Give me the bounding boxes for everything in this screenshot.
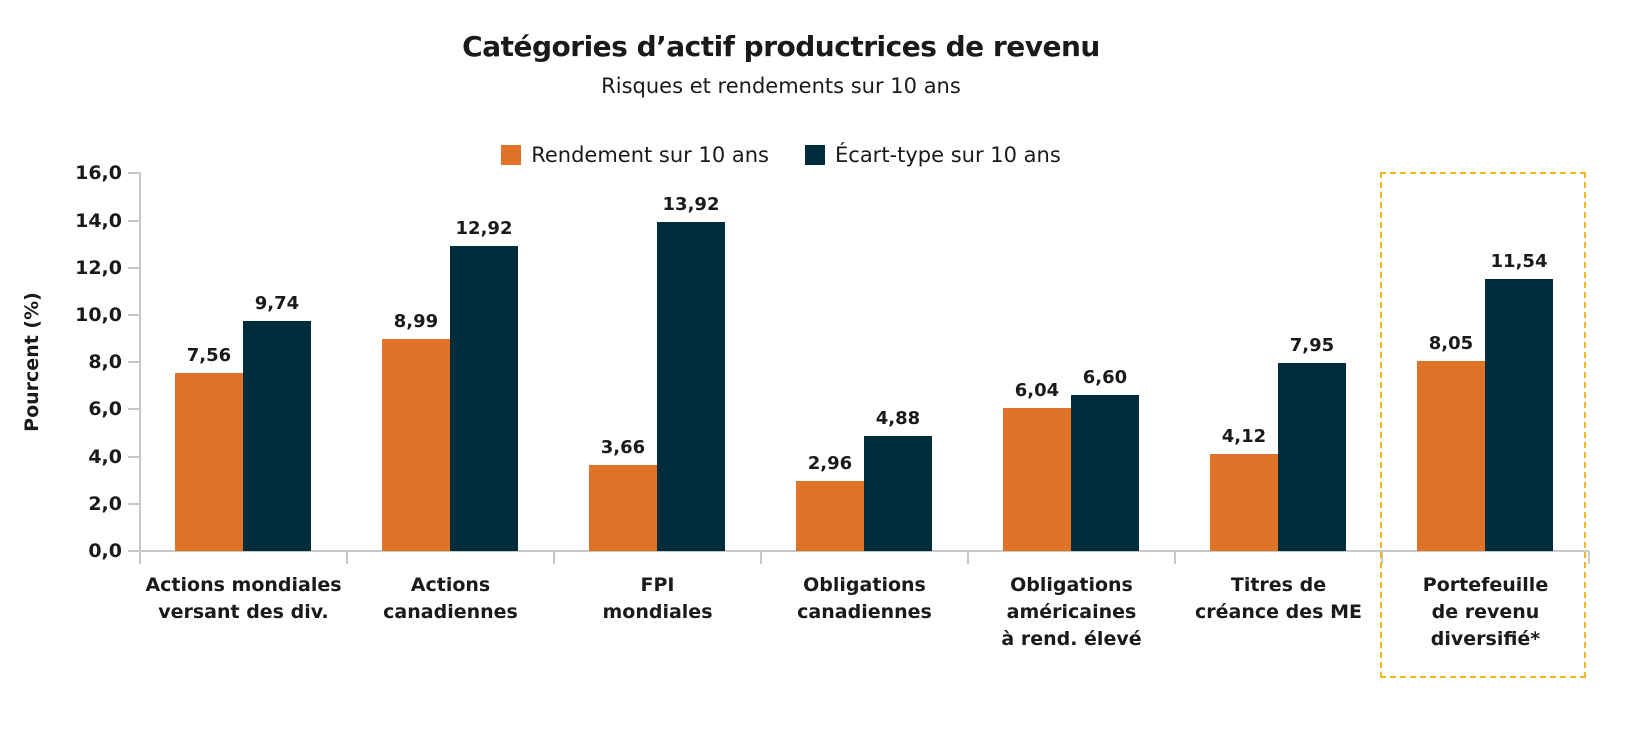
bar-value-label: 6,60 bbox=[1082, 367, 1128, 389]
bar-stddev bbox=[450, 246, 518, 551]
bar-value-label: 11,54 bbox=[1490, 250, 1548, 272]
y-tick-mark bbox=[128, 361, 140, 364]
category-label: FPI mondiales bbox=[602, 574, 713, 623]
x-axis-line bbox=[139, 550, 1589, 552]
bar-value-label: 6,04 bbox=[1014, 380, 1060, 402]
legend-swatch-stddev bbox=[805, 145, 825, 165]
category-label: Actions mondiales versant des div. bbox=[145, 574, 342, 623]
category-label: Obligations américaines à rend. élevé bbox=[1001, 574, 1142, 650]
x-tick-mark bbox=[1174, 551, 1176, 564]
legend-item-return: Rendement sur 10 ans bbox=[501, 143, 769, 167]
bar-return bbox=[175, 372, 243, 551]
y-tick-label: 8,0 bbox=[88, 351, 122, 374]
y-tick-mark bbox=[128, 502, 140, 505]
y-tick-mark bbox=[128, 455, 140, 458]
chart-subtitle: Risques et rendements sur 10 ans bbox=[601, 74, 961, 98]
legend-label-return: Rendement sur 10 ans bbox=[531, 143, 769, 167]
x-tick-mark bbox=[1381, 551, 1383, 564]
y-tick-label: 12,0 bbox=[75, 256, 122, 279]
bar-return bbox=[796, 481, 864, 551]
bar-return bbox=[1003, 408, 1071, 551]
legend-item-stddev: Écart-type sur 10 ans bbox=[805, 143, 1061, 167]
y-tick-mark bbox=[128, 550, 140, 552]
bar-stddev bbox=[243, 321, 311, 551]
x-tick-mark bbox=[553, 551, 555, 564]
y-tick-label: 6,0 bbox=[88, 398, 122, 421]
x-tick-mark bbox=[1588, 551, 1590, 564]
chart-title: Catégories d’actif productrices de reven… bbox=[462, 30, 1100, 63]
y-tick-label: 2,0 bbox=[88, 492, 122, 515]
y-axis-title: Pourcent (%) bbox=[21, 292, 43, 432]
category-label: Portefeuille de revenu diversifié* bbox=[1422, 574, 1549, 650]
bar-value-label: 13,92 bbox=[662, 194, 720, 216]
y-tick-label: 0,0 bbox=[88, 540, 122, 562]
legend: Rendement sur 10 ans Écart-type sur 10 a… bbox=[0, 143, 1562, 167]
y-tick-mark bbox=[128, 172, 140, 175]
bar-value-label: 4,12 bbox=[1221, 425, 1267, 447]
legend-label-stddev: Écart-type sur 10 ans bbox=[835, 143, 1061, 167]
y-tick-mark bbox=[128, 408, 140, 411]
y-tick-label: 14,0 bbox=[75, 209, 122, 232]
bar-stddev bbox=[1071, 395, 1139, 551]
bar-value-label: 7,95 bbox=[1289, 335, 1335, 357]
bar-value-label: 4,88 bbox=[875, 407, 921, 429]
bar-value-label: 12,92 bbox=[455, 218, 513, 240]
bar-stddev bbox=[1485, 278, 1553, 551]
bar-return bbox=[382, 338, 450, 551]
bar-return bbox=[1210, 453, 1278, 551]
y-tick-mark bbox=[128, 266, 140, 269]
x-tick-mark bbox=[967, 551, 969, 564]
bar-value-label: 8,05 bbox=[1428, 333, 1474, 355]
bar-stddev bbox=[1278, 363, 1346, 551]
x-tick-mark bbox=[760, 551, 762, 564]
legend-swatch-return bbox=[501, 145, 522, 165]
bar-return bbox=[1417, 361, 1485, 551]
highlight-box-diversified-portfolio bbox=[1380, 172, 1586, 678]
y-tick-mark bbox=[128, 219, 140, 222]
x-tick-mark bbox=[346, 551, 348, 564]
bar-value-label: 3,66 bbox=[600, 436, 646, 458]
category-label: Actions canadiennes bbox=[383, 574, 518, 623]
bar-stddev bbox=[657, 222, 725, 551]
bar-value-label: 2,96 bbox=[807, 453, 853, 475]
bar-stddev bbox=[864, 435, 932, 551]
bar-value-label: 8,99 bbox=[393, 310, 439, 332]
bar-value-label: 9,74 bbox=[254, 293, 300, 315]
y-tick-mark bbox=[128, 314, 140, 316]
x-tick-mark bbox=[139, 551, 141, 564]
y-tick-label: 16,0 bbox=[75, 162, 122, 185]
category-label: Titres de créance des ME bbox=[1195, 574, 1362, 623]
y-axis-line bbox=[139, 172, 141, 564]
bar-value-label: 7,56 bbox=[186, 344, 232, 366]
y-tick-label: 10,0 bbox=[75, 304, 122, 326]
y-tick-label: 4,0 bbox=[88, 445, 122, 468]
bar-return bbox=[589, 464, 657, 551]
category-label: Obligations canadiennes bbox=[797, 574, 932, 623]
